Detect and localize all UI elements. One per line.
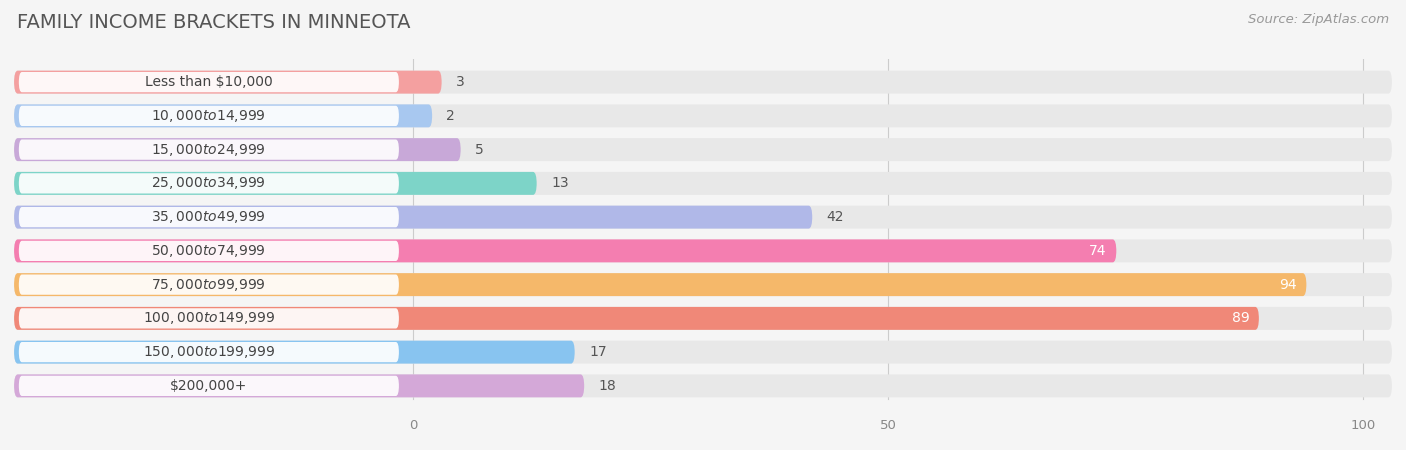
FancyBboxPatch shape bbox=[14, 273, 1306, 296]
FancyBboxPatch shape bbox=[14, 172, 537, 195]
Text: $75,000 to $99,999: $75,000 to $99,999 bbox=[152, 277, 266, 292]
FancyBboxPatch shape bbox=[14, 307, 1258, 330]
FancyBboxPatch shape bbox=[14, 239, 1392, 262]
Text: 18: 18 bbox=[599, 379, 616, 393]
Text: 13: 13 bbox=[551, 176, 568, 190]
FancyBboxPatch shape bbox=[14, 273, 1392, 296]
FancyBboxPatch shape bbox=[18, 106, 399, 126]
FancyBboxPatch shape bbox=[18, 308, 399, 328]
FancyBboxPatch shape bbox=[14, 374, 585, 397]
FancyBboxPatch shape bbox=[18, 140, 399, 160]
Text: 2: 2 bbox=[447, 109, 456, 123]
Text: $50,000 to $74,999: $50,000 to $74,999 bbox=[152, 243, 266, 259]
FancyBboxPatch shape bbox=[14, 104, 432, 127]
FancyBboxPatch shape bbox=[14, 138, 461, 161]
Text: 3: 3 bbox=[456, 75, 464, 89]
Text: 5: 5 bbox=[475, 143, 484, 157]
FancyBboxPatch shape bbox=[18, 342, 399, 362]
FancyBboxPatch shape bbox=[14, 71, 441, 94]
Text: $150,000 to $199,999: $150,000 to $199,999 bbox=[142, 344, 276, 360]
Text: $35,000 to $49,999: $35,000 to $49,999 bbox=[152, 209, 266, 225]
FancyBboxPatch shape bbox=[14, 341, 1392, 364]
FancyBboxPatch shape bbox=[14, 239, 1116, 262]
Text: 42: 42 bbox=[827, 210, 844, 224]
FancyBboxPatch shape bbox=[14, 71, 1392, 94]
FancyBboxPatch shape bbox=[14, 138, 1392, 161]
Text: $15,000 to $24,999: $15,000 to $24,999 bbox=[152, 142, 266, 158]
FancyBboxPatch shape bbox=[18, 274, 399, 295]
Text: Source: ZipAtlas.com: Source: ZipAtlas.com bbox=[1249, 14, 1389, 27]
Text: FAMILY INCOME BRACKETS IN MINNEOTA: FAMILY INCOME BRACKETS IN MINNEOTA bbox=[17, 14, 411, 32]
Text: Less than $10,000: Less than $10,000 bbox=[145, 75, 273, 89]
FancyBboxPatch shape bbox=[14, 374, 1392, 397]
Text: $100,000 to $149,999: $100,000 to $149,999 bbox=[142, 310, 276, 326]
FancyBboxPatch shape bbox=[14, 172, 1392, 195]
FancyBboxPatch shape bbox=[18, 376, 399, 396]
FancyBboxPatch shape bbox=[18, 241, 399, 261]
FancyBboxPatch shape bbox=[18, 173, 399, 194]
Text: 74: 74 bbox=[1090, 244, 1107, 258]
FancyBboxPatch shape bbox=[14, 341, 575, 364]
FancyBboxPatch shape bbox=[14, 206, 1392, 229]
Text: $25,000 to $34,999: $25,000 to $34,999 bbox=[152, 176, 266, 191]
FancyBboxPatch shape bbox=[14, 104, 1392, 127]
Text: 94: 94 bbox=[1279, 278, 1296, 292]
FancyBboxPatch shape bbox=[18, 207, 399, 227]
Text: $10,000 to $14,999: $10,000 to $14,999 bbox=[152, 108, 266, 124]
FancyBboxPatch shape bbox=[14, 307, 1392, 330]
Text: 89: 89 bbox=[1232, 311, 1250, 325]
Text: $200,000+: $200,000+ bbox=[170, 379, 247, 393]
FancyBboxPatch shape bbox=[14, 206, 813, 229]
FancyBboxPatch shape bbox=[18, 72, 399, 92]
Text: 17: 17 bbox=[589, 345, 606, 359]
